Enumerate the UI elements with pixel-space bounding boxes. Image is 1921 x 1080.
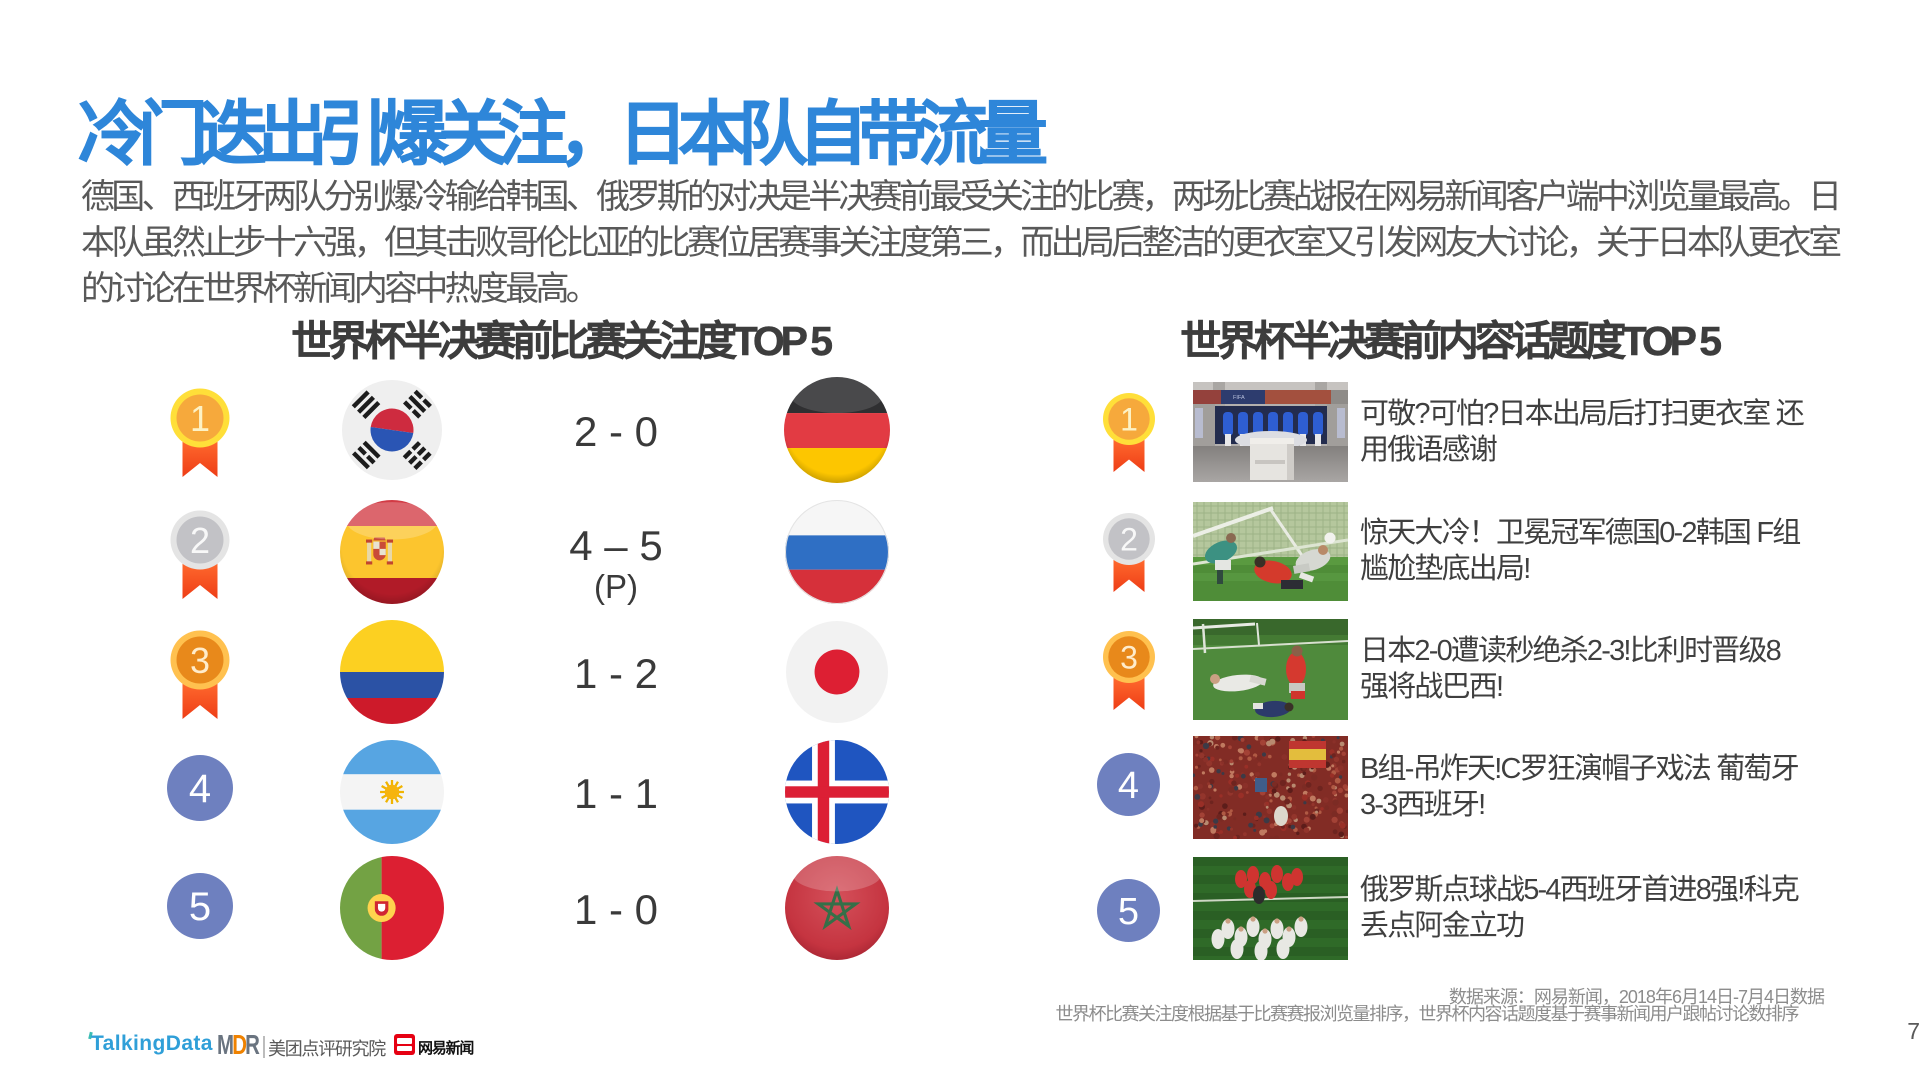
svg-text:5: 5 [189, 885, 211, 929]
svg-text:3: 3 [1120, 640, 1138, 676]
svg-text:1: 1 [190, 398, 210, 439]
svg-text:5: 5 [1118, 891, 1139, 933]
svg-text:2: 2 [1120, 522, 1138, 558]
svg-text:4: 4 [189, 767, 211, 811]
svg-text:3: 3 [190, 640, 210, 681]
svg-text:4: 4 [1118, 765, 1139, 807]
svg-text:1: 1 [1120, 402, 1138, 438]
svg-text:FIFA: FIFA [1233, 395, 1245, 401]
svg-text:2: 2 [190, 520, 210, 561]
